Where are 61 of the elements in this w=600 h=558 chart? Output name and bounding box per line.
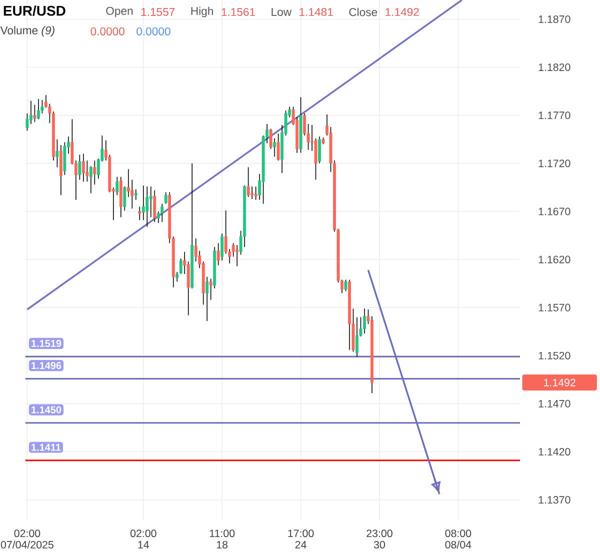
annotation: 0.0000 [90,27,124,36]
candlestick [29,100,32,124]
annotation: 1.1557 [141,8,175,16]
candlestick [123,186,126,211]
candlestick [273,138,276,158]
x-tick-label: 23:00 30 [366,530,392,548]
candlestick [220,233,224,261]
ref-line-label: 1.1519 [32,340,62,348]
text: 1.1492 [544,378,576,386]
y-tick-label: 1.1570 [538,304,570,312]
y-tick-label: 1.1620 [538,256,570,264]
annotation: 1.1561 [222,8,256,16]
candlestick [164,192,168,204]
y-tick-label: 1.1370 [538,496,570,504]
y-tick-label: 1.1470 [538,400,570,408]
candlestick [344,279,348,292]
y-tick-label: 1.1720 [538,160,570,168]
x-tick-label: 02:00 14 [130,530,156,548]
candlestick [33,104,36,122]
candlestick [36,98,40,120]
y-tick-label: 1.1670 [538,208,570,216]
candlestick [82,153,85,182]
annotation: High [191,6,213,18]
y-tick-label: 1.1870 [538,15,570,23]
y-tick-label: 1.1420 [538,448,570,456]
candlestick [56,138,59,168]
x-tick-label: 11:00 18 [210,530,235,548]
candlestick [160,203,164,222]
candlestick [138,206,142,221]
annotation: Low [272,8,292,16]
candlestick [89,166,92,194]
annotation: 0.0000 [136,27,170,36]
candlestick [134,188,138,200]
candlestick [246,166,250,198]
annotation: 1.1481 [300,8,333,16]
candlestick [318,136,321,164]
candlestick [236,244,239,267]
ref-line-label: 1.1450 [32,406,62,414]
x-tick-label: 08:00 08/04 [445,530,472,548]
candlestick [356,316,358,357]
ref-line-label: 1.1411 [32,444,61,451]
candlestick [153,190,156,222]
candlestick [206,276,209,322]
ref-line-label: 1.1496 [32,362,62,370]
candlestick [209,278,212,300]
chart-title: EUR/USD [4,5,66,16]
y-tick-label: 1.1770 [538,112,570,120]
candlestick [93,160,96,185]
candlestick [250,186,254,200]
annotation: Open [106,6,133,18]
candlestick [149,186,152,218]
annotation: Close [349,8,378,16]
x-tick-label: 02:00 07/04/2025 [0,530,54,548]
annotation: Volume (9) [0,26,54,37]
candlestick [363,308,366,334]
x-tick-label: 17:00 24 [288,530,314,548]
annotation: 1.1492 [386,8,419,16]
candlestick [276,133,280,161]
y-tick-label: 1.1520 [538,352,570,360]
candlestick [146,186,149,228]
y-tick-label: 1.1820 [538,64,570,72]
